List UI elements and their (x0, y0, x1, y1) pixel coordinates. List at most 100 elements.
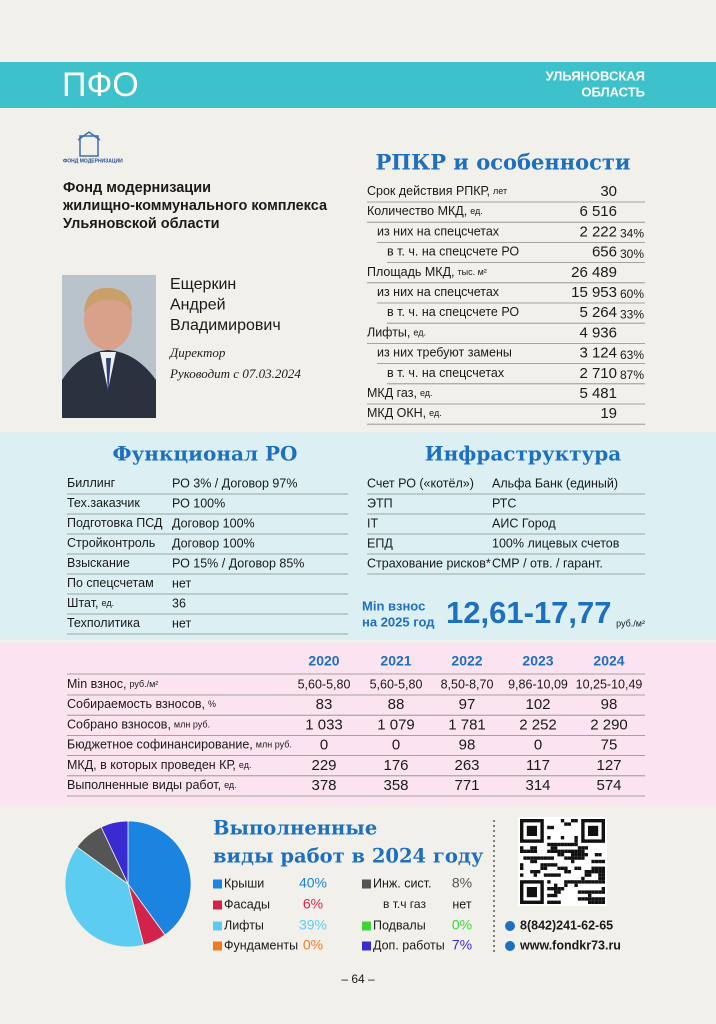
qr-finder-core (588, 825, 599, 836)
stats-band (0, 643, 716, 806)
legend-value: 0% (452, 917, 472, 933)
section-title: РПКР и особенности (375, 150, 630, 175)
qr-cell (571, 849, 575, 853)
qr-cell (598, 859, 602, 864)
qr-cell (533, 859, 537, 864)
qr-cell (557, 890, 561, 894)
functional-label: Тех.заказчик (67, 496, 140, 510)
qr-cell (564, 870, 568, 874)
stats-value: 75 (601, 737, 618, 754)
infra-value: Альфа Банк (единый) (492, 476, 618, 490)
functional-label-part: Подготовка ПСД (67, 516, 163, 530)
pie-slice (100, 820, 129, 885)
qr-cell (547, 900, 551, 904)
rpkr-label-part: ед. (470, 207, 483, 217)
qr-cell (520, 863, 524, 867)
stats-value: 98 (601, 696, 618, 713)
rpkr-value: 19 (600, 405, 617, 422)
qr-cell (564, 849, 568, 853)
chart-title: Выполненные (213, 817, 377, 840)
rpkr-value: 5 481 (579, 385, 617, 402)
stats-label-part: млн руб. (256, 740, 292, 750)
qr-cell (564, 842, 568, 847)
qr-finder (520, 880, 544, 905)
legend-label: Доп. работы (373, 938, 445, 952)
rpkr-label-part: Лифты, (367, 326, 410, 340)
functional-value: 36 (172, 596, 186, 610)
rpkr-value: 26 489 (571, 264, 617, 281)
legend-value: 40% (299, 875, 327, 891)
qr-cell (554, 842, 558, 847)
qr-cell (574, 819, 578, 823)
qr-cell (598, 876, 602, 881)
chart-title: виды работ в 2024 году (213, 845, 484, 868)
functional-value: нет (172, 576, 191, 590)
legend-swatch (213, 941, 222, 951)
stats-value: 0 (534, 737, 542, 754)
legend-swatch (362, 879, 371, 889)
qr-cell (577, 890, 582, 894)
stats-value: 176 (383, 757, 408, 774)
functional-label-part: Стройконтроль (67, 536, 155, 550)
year: 2022 (451, 653, 482, 669)
qr-cell (574, 883, 578, 887)
qr-cell (554, 849, 558, 853)
qr-cell (598, 870, 602, 874)
qr-cell (584, 846, 588, 850)
legend-swatch (213, 921, 222, 931)
stats-label: Собрано взносов, млн руб. (67, 718, 210, 732)
stats-label-part: Выполненные виды работ, (67, 778, 221, 792)
rpkr-label-part: лет (493, 186, 507, 196)
functional-label: Стройконтроль (67, 536, 155, 550)
qr-cell (601, 887, 605, 891)
legend-label: Фасады (224, 897, 270, 911)
qr-cell (540, 866, 544, 870)
qr-cell (523, 849, 527, 853)
qr-cell (574, 853, 578, 857)
qr-finder (581, 819, 606, 843)
rpkr-label-part: ед. (413, 328, 426, 338)
qr-cell (574, 856, 578, 860)
qr-cell (523, 856, 527, 860)
infra-value: РТС (492, 496, 516, 510)
qr-cell (526, 856, 531, 860)
infra-label: IT (367, 516, 378, 530)
stats-value: 83 (316, 696, 333, 713)
rpkr-label: МКД газ, ед. (367, 386, 433, 400)
qr-cell (530, 870, 534, 874)
rpkr-label: Срок действия РПКР, лет (367, 184, 507, 198)
qr-cell (560, 887, 565, 891)
stats-value: 574 (596, 777, 621, 794)
legend-label: Фундаменты (224, 938, 298, 952)
stats-value: 229 (311, 757, 336, 774)
qr-cell (581, 846, 585, 850)
stats-value: 2 290 (590, 716, 628, 733)
qr-cell (584, 880, 588, 884)
rpkr-label-part: из них на спецсчетах (377, 285, 500, 299)
qr-cell (554, 863, 558, 867)
qr-cell (584, 870, 588, 874)
stats-value: 127 (596, 757, 621, 774)
rpkr-label-part: в т. ч. на спецсчете РО (387, 305, 519, 319)
subregion: УЛЬЯНОВСКАЯ (546, 68, 645, 83)
qr-cell (530, 849, 534, 853)
qr-cell (547, 893, 551, 898)
qr-cell (567, 849, 571, 853)
stats-value: 378 (311, 777, 336, 794)
rpkr-label-part: Количество МКД, (367, 204, 467, 218)
qr-cell (547, 887, 551, 891)
qr-cell (594, 866, 599, 870)
stats-value: 263 (454, 757, 479, 774)
qr-cell (588, 890, 592, 894)
qr-cell (557, 849, 561, 853)
rpkr-value: 15 953 (571, 284, 617, 301)
qr-cell (594, 870, 599, 874)
rpkr-value: 4 936 (579, 324, 617, 341)
qr-cell (520, 866, 524, 870)
qr-cell (574, 849, 578, 853)
legend-label: Инж. сист. (373, 876, 432, 890)
stats-value: 1 033 (305, 716, 343, 733)
qr-cell (584, 890, 588, 894)
stats-label: Бюджетное софинансирование, млн руб. (67, 738, 292, 752)
